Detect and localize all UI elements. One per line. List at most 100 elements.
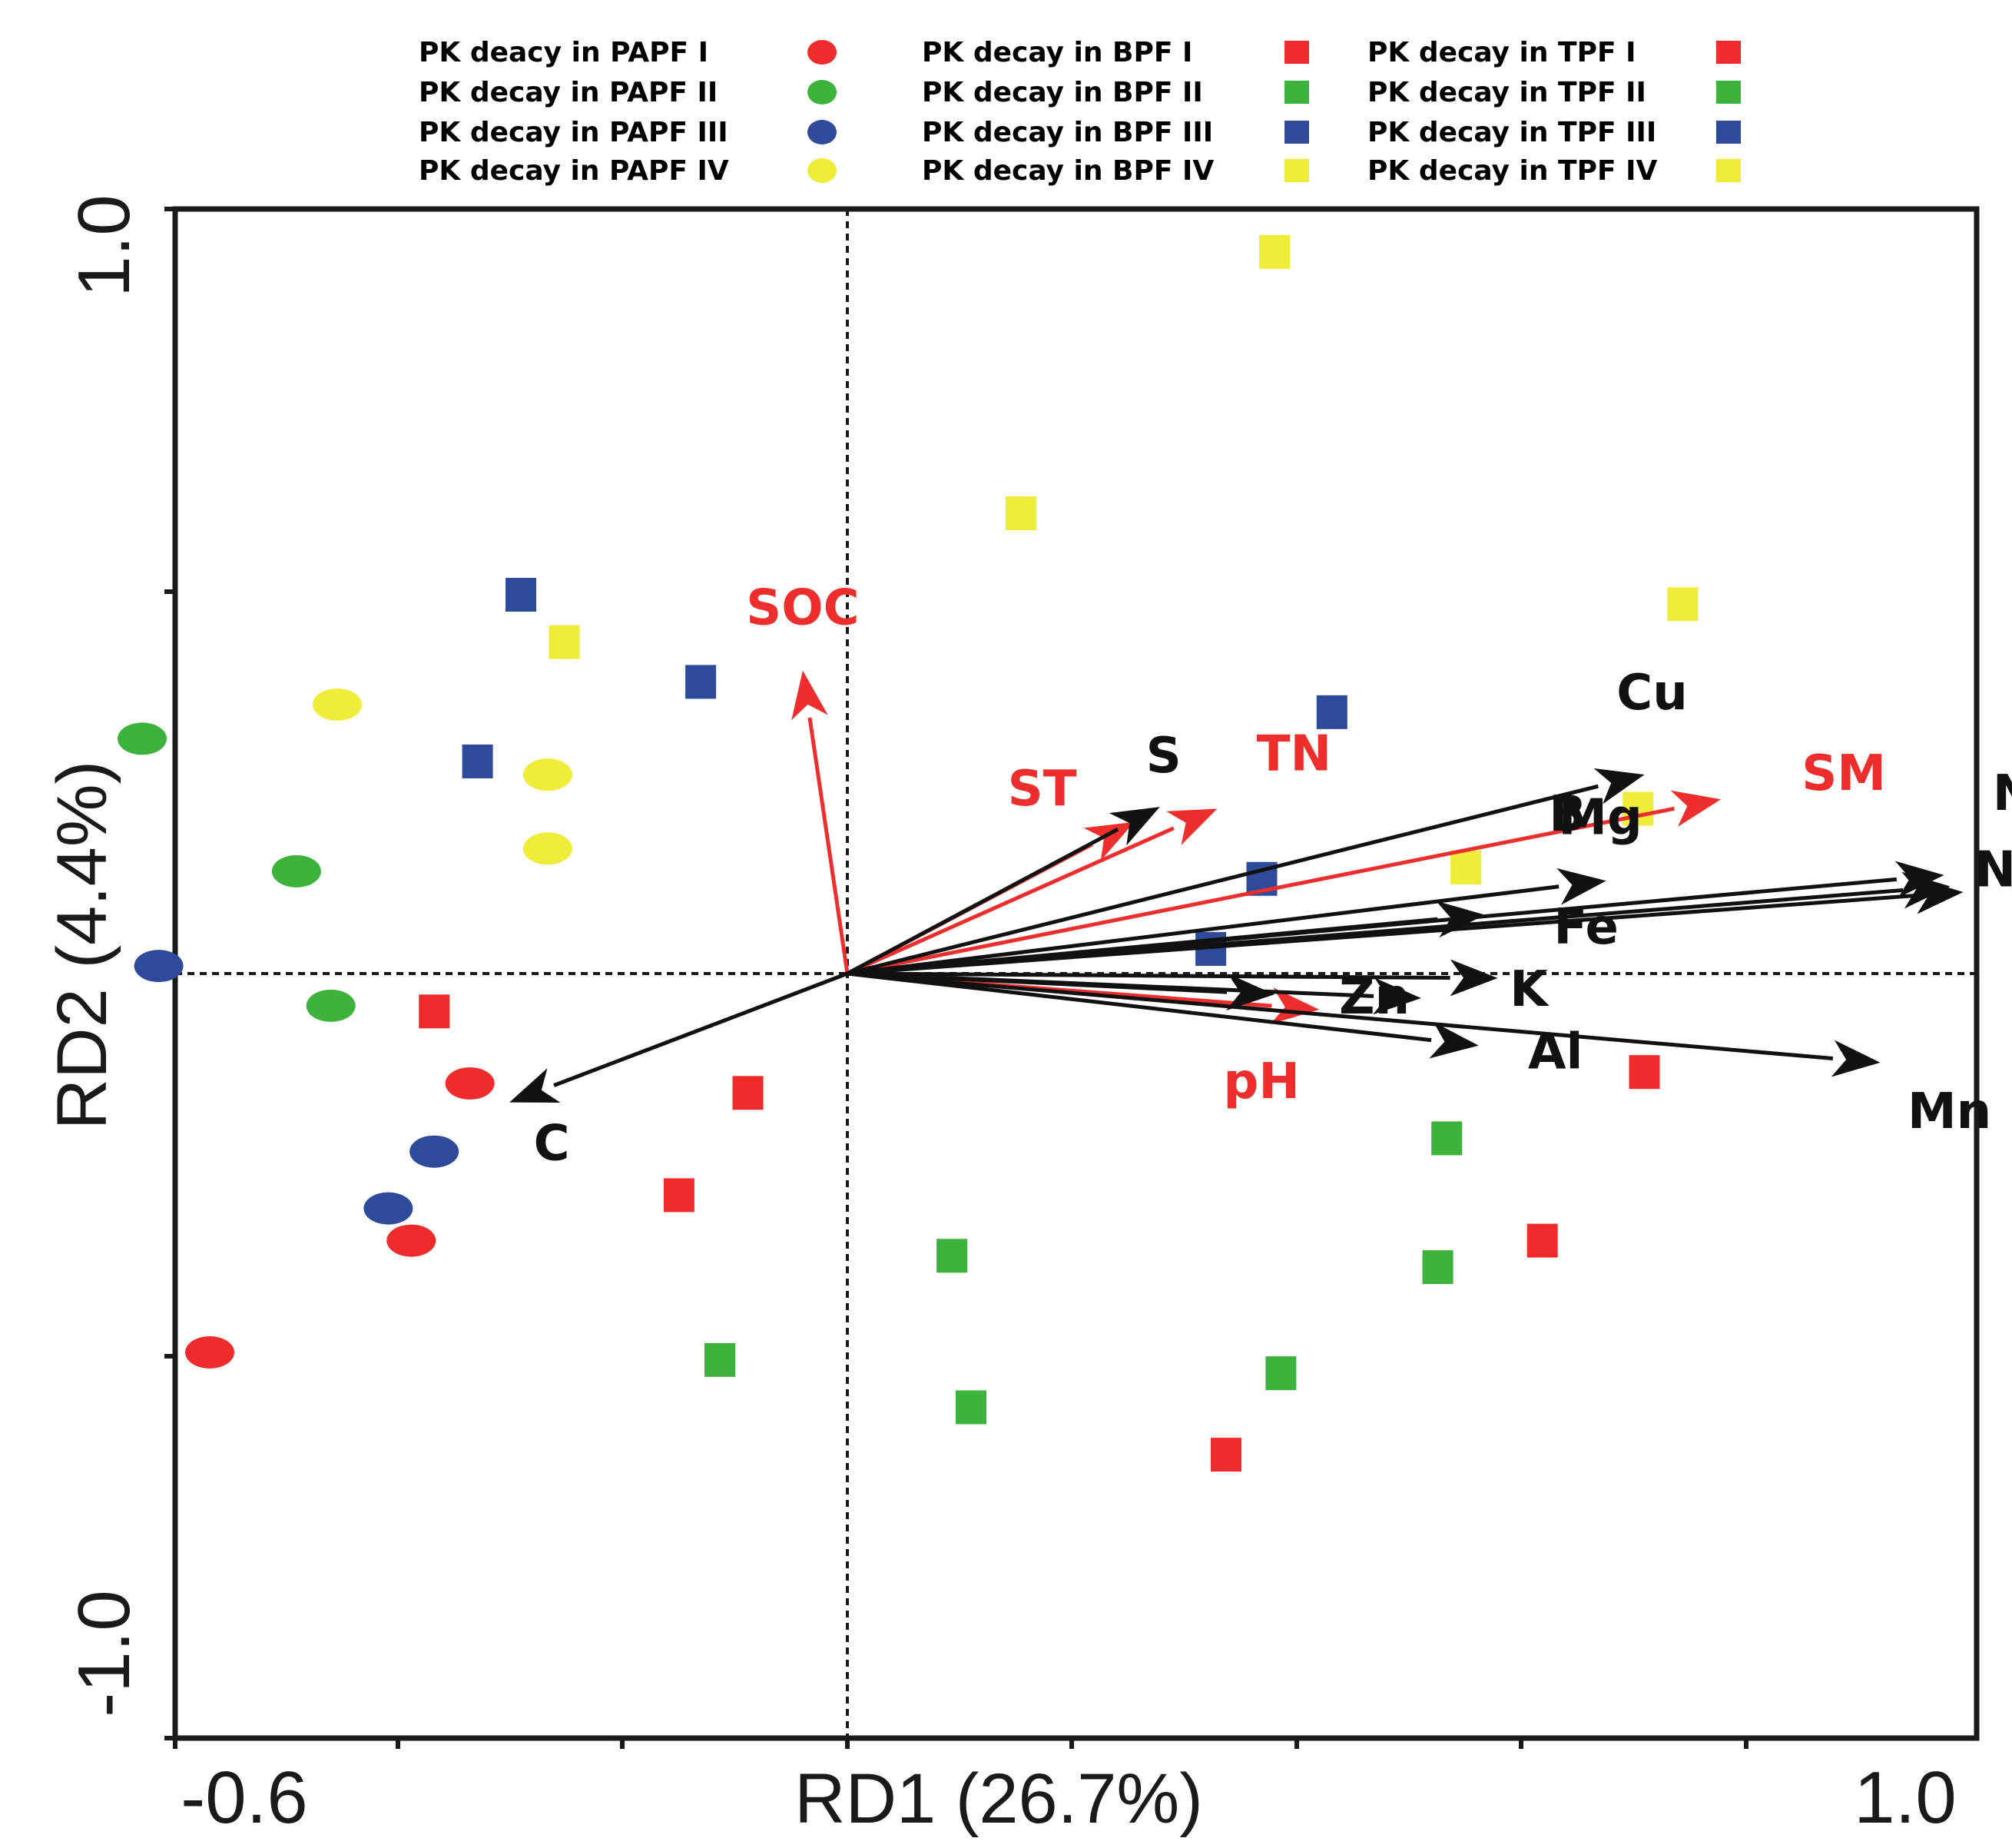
vector-shaft: [847, 806, 1675, 976]
legend-item-pk-decay-in-tpf-iv: PK decay in TPF IV: [1367, 155, 1741, 187]
legend-label: PK decay in PAPF II: [419, 77, 718, 108]
legend-label: PK deacy in PAPF I: [419, 37, 708, 68]
point-pk-deacy-in-papf-i-3: [185, 1336, 234, 1369]
point-pk-decay-in-tpf-iii-1: [1316, 695, 1347, 729]
point-pk-decay-in-papf-ii-3: [306, 989, 356, 1022]
vector-arrowhead: [1270, 987, 1320, 1025]
vector-arrowhead: [1670, 790, 1722, 827]
vector-label-fe: Fe: [1553, 899, 1619, 956]
legend-label: PK decay in TPF II: [1367, 77, 1646, 108]
legend-marker-square: [1716, 121, 1741, 144]
vector-p: P: [847, 877, 1964, 976]
legend-marker-circle: [807, 40, 837, 65]
point-pk-decay-in-bpf-i-3: [663, 1178, 694, 1213]
legend-item-pk-decay-in-bpf-i: PK decay in BPF I: [922, 37, 1309, 68]
point-pk-decay-in-tpf-iv-1: [1667, 587, 1699, 622]
vector-arrowhead: [1083, 821, 1135, 861]
point-pk-decay-in-tpf-i-3: [1211, 1438, 1242, 1472]
vector-label-tn: TN: [1257, 726, 1331, 783]
point-pk-decay-in-bpf-iv-2: [1005, 496, 1036, 531]
vector-label-ph: pH: [1224, 1053, 1300, 1110]
legend-label: PK decay in TPF IV: [1367, 155, 1657, 187]
point-pk-decay-in-papf-iii-2: [409, 1135, 459, 1168]
point-pk-decay-in-papf-iv-3: [522, 832, 572, 865]
point-pk-decay-in-tpf-ii-3: [1265, 1356, 1297, 1391]
vector-label-k: K: [1510, 961, 1550, 1018]
point-pk-decay-in-bpf-ii-3: [956, 1390, 987, 1425]
legend-label: PK decay in TPF III: [1367, 117, 1656, 148]
vector-arrowhead: [1831, 1040, 1881, 1077]
vector-shaft: [847, 971, 1450, 980]
vector-label-c: C: [534, 1116, 570, 1173]
vector-arrowhead: [1429, 1021, 1479, 1059]
legend-item-pk-decay-in-papf-ii: PK decay in PAPF II: [419, 77, 837, 108]
y-axis-label: RD2 (4.4%): [43, 761, 121, 1130]
point-pk-decay-in-tpf-iv-2: [1623, 791, 1654, 826]
vector-s: S: [846, 728, 1182, 976]
vector-label-mg: Mg: [1558, 790, 1642, 847]
legend-marker-square: [1284, 121, 1309, 144]
vector-label-mn: Mn: [1908, 1083, 1991, 1140]
vector-mn: Mn: [847, 971, 1991, 1140]
vector-label-cu: Cu: [1616, 665, 1688, 722]
variable-vectors: SOCSTTNSMpHSCuBMgNNaPFeKZnAlMnC: [509, 580, 2012, 1173]
x-tick-label-min: -0.6: [181, 1757, 307, 1839]
legend-marker-square: [1716, 41, 1741, 64]
legend-item-pk-decay-in-tpf-iii: PK decay in TPF III: [1367, 117, 1741, 148]
vector-label-b: B: [1549, 786, 1586, 843]
legend-item-pk-decay-in-bpf-iv: PK decay in BPF IV: [922, 155, 1309, 187]
point-pk-decay-in-tpf-i-2: [1526, 1223, 1558, 1258]
legend-label: PK decay in PAPF III: [419, 117, 728, 148]
vector-arrowhead: [1373, 977, 1421, 1015]
point-pk-decay-in-bpf-iv-1: [1259, 234, 1291, 269]
vector-label-sm: SM: [1802, 745, 1886, 802]
legend-label: PK decay in TPF I: [1367, 37, 1636, 68]
vector-arrowhead: [1226, 974, 1275, 1011]
point-pk-decay-in-bpf-i-2: [732, 1076, 764, 1110]
point-pk-decay-in-tpf-i-1: [1629, 1055, 1660, 1090]
legend-item-pk-decay-in-tpf-i: PK decay in TPF I: [1367, 37, 1741, 68]
legend-marker-circle: [807, 120, 837, 144]
point-pk-decay-in-bpf-iii-2: [685, 665, 717, 699]
vector-arrowhead: [1914, 877, 1964, 914]
point-pk-decay-in-papf-iii-1: [134, 950, 184, 983]
legend-marker-square: [1716, 159, 1741, 182]
x-tick-label-max: 1.0: [1854, 1757, 1956, 1839]
vector-arrowhead: [1165, 808, 1218, 845]
legend-item-pk-decay-in-papf-iv: PK decay in PAPF IV: [419, 155, 837, 187]
point-pk-decay-in-papf-iv-2: [522, 758, 572, 791]
vector-shaft: [847, 971, 1432, 1043]
vector-shaft: [847, 784, 1599, 976]
sample-points: [118, 234, 1699, 1472]
vector-label-na: Na: [1975, 842, 2012, 899]
vector-shaft: [847, 971, 1228, 994]
vector-soc: SOC: [746, 580, 860, 974]
vector-fe: Fe: [847, 899, 1619, 997]
vector-shaft: [553, 971, 848, 1087]
vector-label-s: S: [1146, 728, 1182, 785]
point-pk-decay-in-bpf-iii-3: [462, 744, 493, 778]
point-pk-decay-in-bpf-i-1: [419, 994, 450, 1029]
vector-shaft: [846, 828, 1119, 976]
y-tick-label-max: 1.0: [63, 194, 145, 297]
vector-shaft: [807, 717, 850, 974]
legend-marker-circle: [807, 80, 837, 105]
legend-item-pk-decay-in-papf-iii: PK decay in PAPF III: [419, 117, 837, 148]
vector-sm: SM: [847, 745, 1886, 976]
legend-marker-circle: [807, 158, 837, 183]
vector-label-n: N: [1993, 765, 2012, 822]
chart-legend: PK deacy in PAPF I PK decay in PAPF II PK …: [419, 37, 1741, 187]
y-tick-label-min: -1.0: [63, 1590, 145, 1717]
vector-shaft: [847, 894, 1916, 976]
point-pk-decay-in-bpf-iii-1: [505, 578, 537, 612]
vector-arrowhead: [1556, 868, 1606, 905]
legend-item-pk-deacy-in-papf-i: PK deacy in PAPF I: [419, 37, 837, 68]
point-pk-decay-in-tpf-iv-3: [1450, 850, 1482, 884]
legend-label: PK decay in BPF I: [922, 37, 1192, 68]
vector-label-st: ST: [1008, 761, 1077, 818]
point-pk-decay-in-tpf-ii-1: [1431, 1121, 1463, 1156]
point-pk-decay-in-tpf-ii-2: [1422, 1250, 1453, 1285]
vector-arrowhead: [1450, 959, 1498, 997]
legend-marker-square: [1284, 41, 1309, 64]
x-axis-label: RD1 (26.7%): [794, 1760, 1203, 1838]
